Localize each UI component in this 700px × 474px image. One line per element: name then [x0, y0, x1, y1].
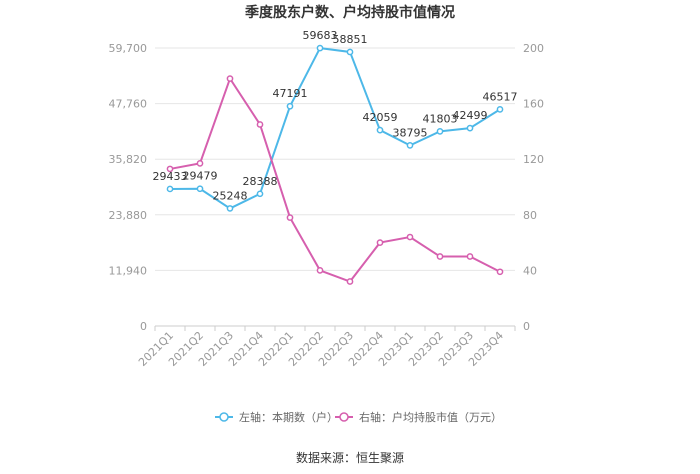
data-point [376, 239, 384, 246]
series-holders [166, 44, 504, 212]
data-point [496, 268, 504, 276]
y-left-tick-label: 59,700 [109, 42, 148, 55]
data-point [166, 165, 174, 173]
legend-marker [339, 412, 349, 422]
y-right-tick-label: 0 [523, 320, 530, 333]
axes: 0 0 11,940 40 23,880 80 35,820 120 47,760 160 59,7… [109, 42, 545, 369]
y-right-tick-label: 160 [523, 98, 544, 111]
series-line [169, 46, 501, 210]
data-point [346, 48, 354, 56]
legend-label: 左轴：本期数（户） [239, 410, 338, 424]
data-point [256, 190, 264, 198]
data-point [316, 267, 324, 274]
grid [155, 47, 515, 327]
y-left-tick-label: 47,760 [109, 98, 148, 111]
data-point [436, 127, 444, 135]
y-left-tick-label: 11,940 [109, 264, 148, 277]
data-point [316, 44, 324, 52]
data-label: 47191 [273, 87, 308, 100]
data-point [496, 106, 504, 113]
data-label: 59683 [303, 29, 338, 42]
series-avg-value [166, 75, 504, 285]
data-point [286, 102, 294, 110]
data-point [226, 75, 234, 82]
y-left-tick-label: 23,880 [109, 209, 148, 222]
data-point [406, 233, 414, 241]
data-label: 28388 [243, 175, 278, 188]
data-point [466, 124, 474, 132]
data-point [376, 126, 384, 134]
data-point [196, 160, 204, 167]
data-point [196, 185, 204, 193]
data-point [436, 253, 444, 260]
y-left-tick-label: 35,820 [109, 153, 148, 166]
data-point [466, 253, 474, 260]
y-right-tick-label: 200 [523, 42, 544, 55]
legend-item-avg-value[interactable]: 右轴：户均持股市值（万元） [335, 410, 502, 424]
data-label: 46517 [483, 90, 518, 103]
y-right-tick-label: 120 [523, 153, 544, 166]
data-label: 41803 [423, 112, 458, 125]
legend[interactable]: 左轴：本期数（户） 右轴：户均持股市值（万元） [215, 410, 502, 424]
source-note: 数据来源：恒生聚源 [296, 450, 404, 465]
data-label: 29433 [153, 170, 188, 183]
data-point [226, 205, 234, 212]
data-point [346, 278, 354, 285]
data-point [256, 121, 264, 128]
data-label: 58851 [333, 33, 368, 46]
y-right-tick-label: 80 [523, 209, 537, 222]
data-point [406, 141, 414, 149]
chart-title: 季度股东户数、户均持股市值情况 [244, 4, 455, 21]
data-label: 42499 [453, 109, 488, 122]
data-point [286, 214, 294, 221]
series-line [169, 76, 501, 283]
series-layer [166, 44, 504, 285]
data-label: 29479 [183, 170, 218, 183]
data-label: 38795 [393, 126, 428, 139]
y-left-tick-label: 0 [140, 320, 147, 333]
data-label: 25248 [213, 189, 248, 202]
legend-label: 右轴：户均持股市值（万元） [359, 410, 502, 424]
data-label: 42059 [363, 111, 398, 124]
data-point [166, 185, 174, 193]
legend-marker [219, 412, 229, 422]
legend-item-holders[interactable]: 左轴：本期数（户） [215, 410, 338, 424]
y-right-tick-label: 40 [523, 264, 537, 277]
